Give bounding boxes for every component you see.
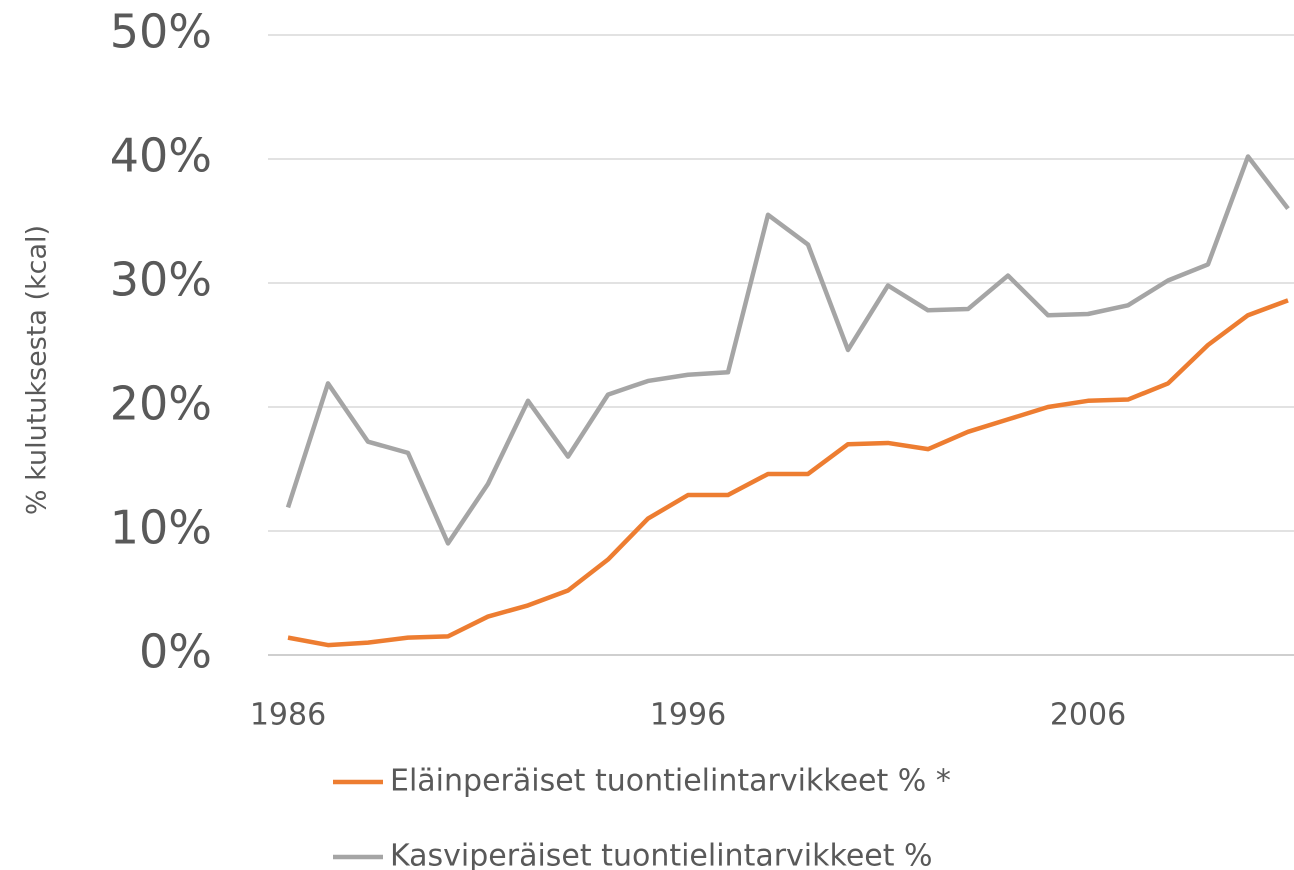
- y-tick-label: 40%: [110, 129, 212, 183]
- x-tick-label: 1986: [250, 698, 326, 733]
- y-tick-label: 0%: [139, 625, 212, 679]
- x-tick-label: 2006: [1050, 698, 1126, 733]
- y-tick-label: 30%: [110, 253, 212, 307]
- y-axis-label: % kulutuksesta (kcal): [22, 225, 53, 515]
- y-tick-label: 50%: [110, 5, 212, 59]
- y-tick-label: 20%: [110, 377, 212, 431]
- legend-label: Kasviperäiset tuontielintarvikkeet %: [390, 839, 933, 870]
- legend-label: Eläinperäiset tuontielintarvikkeet % *: [390, 764, 951, 799]
- x-tick-label: 1996: [650, 698, 726, 733]
- series-line: [285, 154, 1290, 546]
- series-line: [287, 298, 1289, 648]
- y-tick-label: 10%: [110, 501, 212, 555]
